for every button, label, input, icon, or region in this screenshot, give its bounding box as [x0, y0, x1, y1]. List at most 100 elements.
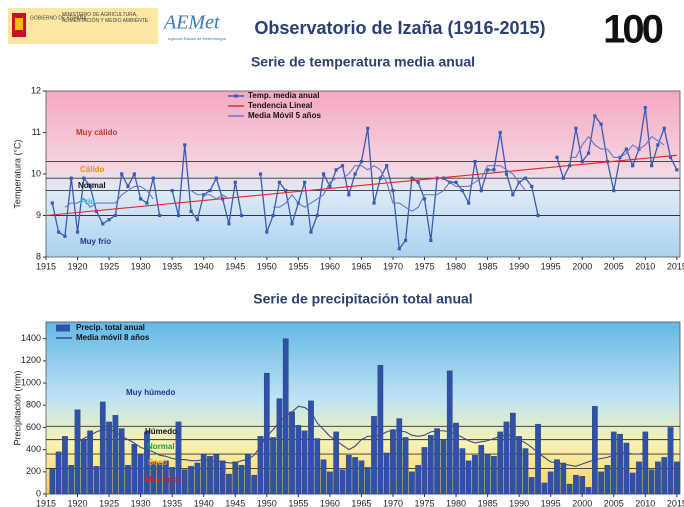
point [460, 189, 464, 193]
series-line [171, 144, 243, 224]
point [410, 176, 414, 180]
bar [200, 453, 207, 495]
gov-line2-box: MINISTERIO DE AGRICULTURA, ALIMENTACIÓN … [62, 12, 148, 24]
class-label: Frío [80, 197, 95, 206]
bar [314, 438, 321, 495]
x-tick-label: 1970 [383, 261, 403, 271]
series-line [45, 154, 677, 217]
x-tick-label: 1955 [288, 498, 308, 507]
point [107, 218, 111, 222]
x-tick-label: 1950 [257, 498, 277, 507]
bar [383, 452, 390, 495]
bar [232, 461, 239, 495]
point [650, 164, 654, 168]
class-label: Muy seco [145, 475, 182, 484]
bar [592, 406, 598, 495]
bar [377, 365, 384, 495]
bar [617, 433, 623, 495]
point [631, 164, 635, 168]
bar [396, 418, 403, 495]
y-tick-label: 800 [26, 400, 41, 410]
point [214, 176, 218, 180]
bar [661, 457, 668, 495]
bar [270, 437, 276, 495]
bar [320, 459, 327, 495]
bar [509, 412, 516, 495]
x-tick-label: 2000 [572, 261, 592, 271]
bar [169, 467, 176, 495]
bar [642, 431, 649, 495]
x-tick-label: 2015 [667, 261, 684, 271]
point [271, 213, 275, 218]
x-tick-label: 1975 [414, 498, 434, 507]
point [523, 176, 528, 180]
point [183, 143, 187, 147]
bar [131, 443, 138, 495]
gov-shield-inner [15, 18, 23, 30]
header-title: Observatorio de Izaña (1916-2015) [254, 18, 545, 38]
x-tick-label: 1940 [194, 498, 214, 507]
bar [421, 447, 428, 495]
bar [144, 431, 150, 495]
bar [276, 398, 283, 495]
bar [604, 464, 611, 495]
x-tick-label: 1935 [162, 498, 182, 507]
bar [308, 400, 314, 495]
bar [667, 427, 674, 495]
bar [415, 464, 422, 495]
x-tick-label: 1925 [99, 261, 119, 271]
legend-label: Media Móvil 5 años [248, 111, 321, 120]
bar [478, 445, 485, 495]
point [536, 213, 540, 218]
bar [226, 473, 232, 495]
bar [112, 415, 119, 495]
bar [352, 457, 358, 495]
class-label: Seco [148, 458, 167, 467]
point [473, 159, 477, 164]
bar [497, 431, 504, 495]
bar [327, 471, 333, 495]
series-line [569, 135, 665, 158]
bar [295, 425, 302, 495]
point [530, 184, 534, 189]
point [126, 184, 130, 189]
legend-swatch [56, 324, 70, 332]
bar [93, 466, 100, 495]
point [75, 230, 80, 234]
x-tick-label: 2010 [635, 261, 655, 271]
x-tick-label: 2010 [635, 498, 655, 507]
point [69, 176, 73, 180]
bar [648, 469, 655, 495]
bar [219, 460, 226, 495]
x-tick-label: 1980 [446, 498, 466, 507]
point [258, 172, 263, 176]
class-label: Normal [78, 181, 106, 190]
point [303, 180, 307, 184]
point [612, 189, 616, 193]
agency-sub: Agencia Estatal de Meteorología [168, 36, 227, 41]
bar [87, 430, 93, 495]
bar [453, 422, 459, 495]
bar [125, 464, 131, 495]
bar [188, 466, 194, 495]
x-tick-label: 1965 [351, 261, 371, 271]
point [643, 106, 647, 110]
point [403, 238, 408, 242]
bar [333, 431, 340, 495]
bar [598, 471, 604, 495]
x-tick-label: 2000 [572, 498, 592, 507]
bar [573, 474, 579, 495]
legend-label: Tendencia Lineal [248, 101, 312, 110]
bar [257, 436, 264, 495]
bar [49, 468, 56, 495]
bar [251, 474, 258, 495]
point [315, 213, 319, 218]
y-tick-label: 1400 [21, 333, 41, 343]
x-tick-label: 1920 [68, 261, 88, 271]
bar [459, 448, 466, 495]
point [599, 122, 603, 126]
point [334, 168, 338, 172]
point [321, 172, 326, 176]
